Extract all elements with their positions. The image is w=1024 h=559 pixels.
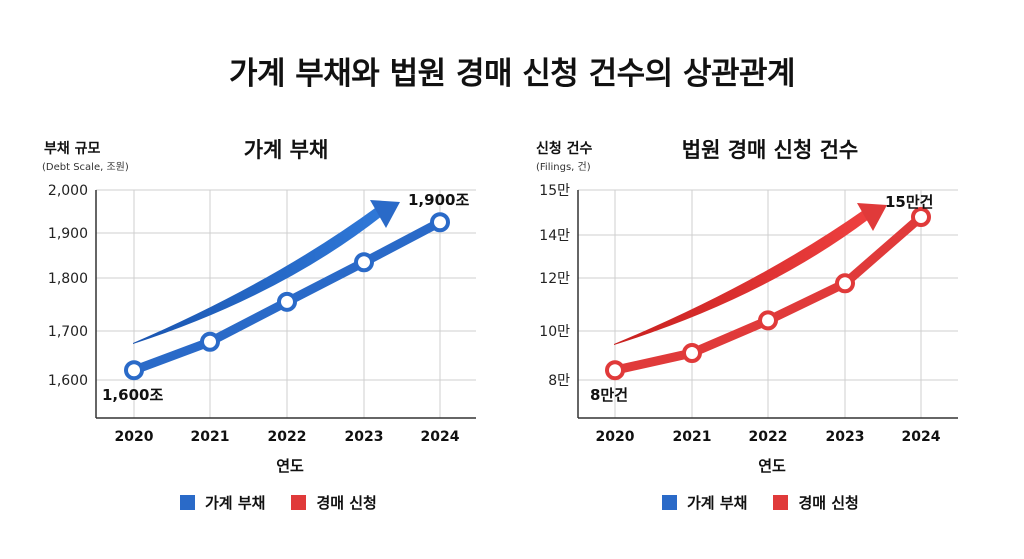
y-tick-label: 12만 xyxy=(539,271,570,287)
data-point xyxy=(124,360,144,381)
data-point xyxy=(200,331,220,352)
data-point xyxy=(277,291,297,312)
chart-panel-auction: 8만 10만 12만 14만 15만 2020 2021 2022 2023 2024 8만건 15만… xyxy=(539,183,958,445)
legend-swatch-blue xyxy=(180,495,195,510)
trend-arrow-body xyxy=(614,209,869,345)
data-point xyxy=(605,360,625,381)
legend-item-auction: 경매 신청 xyxy=(291,492,377,513)
chart-panel-debt: 1,600 1,700 1,800 1,900 2,000 2020 2021 2022 202… xyxy=(48,183,476,445)
legend-label: 경매 신청 xyxy=(316,494,377,512)
last-value-label: 1,900조 xyxy=(408,191,469,209)
y-tick-label: 2,000 xyxy=(48,183,88,199)
x-tick-label: 2024 xyxy=(421,429,460,445)
legend-item-debt: 가계 부채 xyxy=(662,492,747,513)
first-value-label: 1,600조 xyxy=(102,386,163,404)
y-tick-label: 1,800 xyxy=(48,271,88,287)
y-tick-label: 14만 xyxy=(539,228,570,244)
x-tick-label: 2022 xyxy=(749,429,788,445)
y-tick-label: 1,600 xyxy=(48,373,88,389)
x-tick-label: 2021 xyxy=(673,429,712,445)
legend-item-auction: 경매 신청 xyxy=(773,492,859,513)
y-tick-label: 1,700 xyxy=(48,324,88,340)
x-tick-label: 2024 xyxy=(902,429,941,445)
x-tick-label: 2021 xyxy=(191,429,230,445)
left-legend: 가계 부채 경매 신청 xyxy=(180,492,395,513)
left-y-axis-label: 부채 규모 xyxy=(44,141,101,157)
y-tick-label: 8만 xyxy=(548,373,570,389)
x-tick-label: 2020 xyxy=(596,429,635,445)
x-tick-label: 2023 xyxy=(826,429,865,445)
legend-label: 경매 신청 xyxy=(798,494,859,512)
first-value-label: 8만건 xyxy=(590,386,628,404)
right-chart-title: 법원 경매 신청 건수 xyxy=(681,138,859,162)
trend-arrow-head xyxy=(370,200,400,228)
trend-arrow-head xyxy=(857,203,887,231)
right-y-axis-sublabel: (Filings, 건) xyxy=(536,162,591,173)
y-tick-label: 1,900 xyxy=(48,226,88,242)
x-tick-label: 2022 xyxy=(268,429,307,445)
legend-swatch-blue xyxy=(662,495,677,510)
left-x-axis-label: 연도 xyxy=(276,457,304,475)
last-value-label: 15만건 xyxy=(885,193,933,211)
data-point xyxy=(835,273,855,294)
x-tick-label: 2020 xyxy=(115,429,154,445)
y-tick-label: 10만 xyxy=(539,324,570,340)
legend-item-debt: 가계 부채 xyxy=(180,492,265,513)
data-point xyxy=(354,252,374,273)
legend-label: 가계 부채 xyxy=(687,494,748,512)
legend-swatch-red xyxy=(291,495,307,510)
right-y-axis-label: 신청 건수 xyxy=(536,141,593,157)
legend-swatch-red xyxy=(773,495,789,510)
right-legend: 가계 부채 경매 신청 xyxy=(662,492,877,513)
right-x-axis-label: 연도 xyxy=(758,457,786,475)
left-chart-title: 가계 부채 xyxy=(243,138,329,162)
y-tick-label: 15만 xyxy=(539,183,570,199)
data-point xyxy=(682,343,702,364)
data-point xyxy=(911,207,931,227)
data-point xyxy=(758,310,778,331)
page-title: 가계 부채와 법원 경매 신청 건수의 상관관계 xyxy=(228,56,796,92)
left-y-axis-sublabel: (Debt Scale, 조원) xyxy=(42,162,129,173)
x-tick-label: 2023 xyxy=(345,429,384,445)
legend-label: 가계 부채 xyxy=(205,494,266,512)
data-point xyxy=(430,212,450,233)
